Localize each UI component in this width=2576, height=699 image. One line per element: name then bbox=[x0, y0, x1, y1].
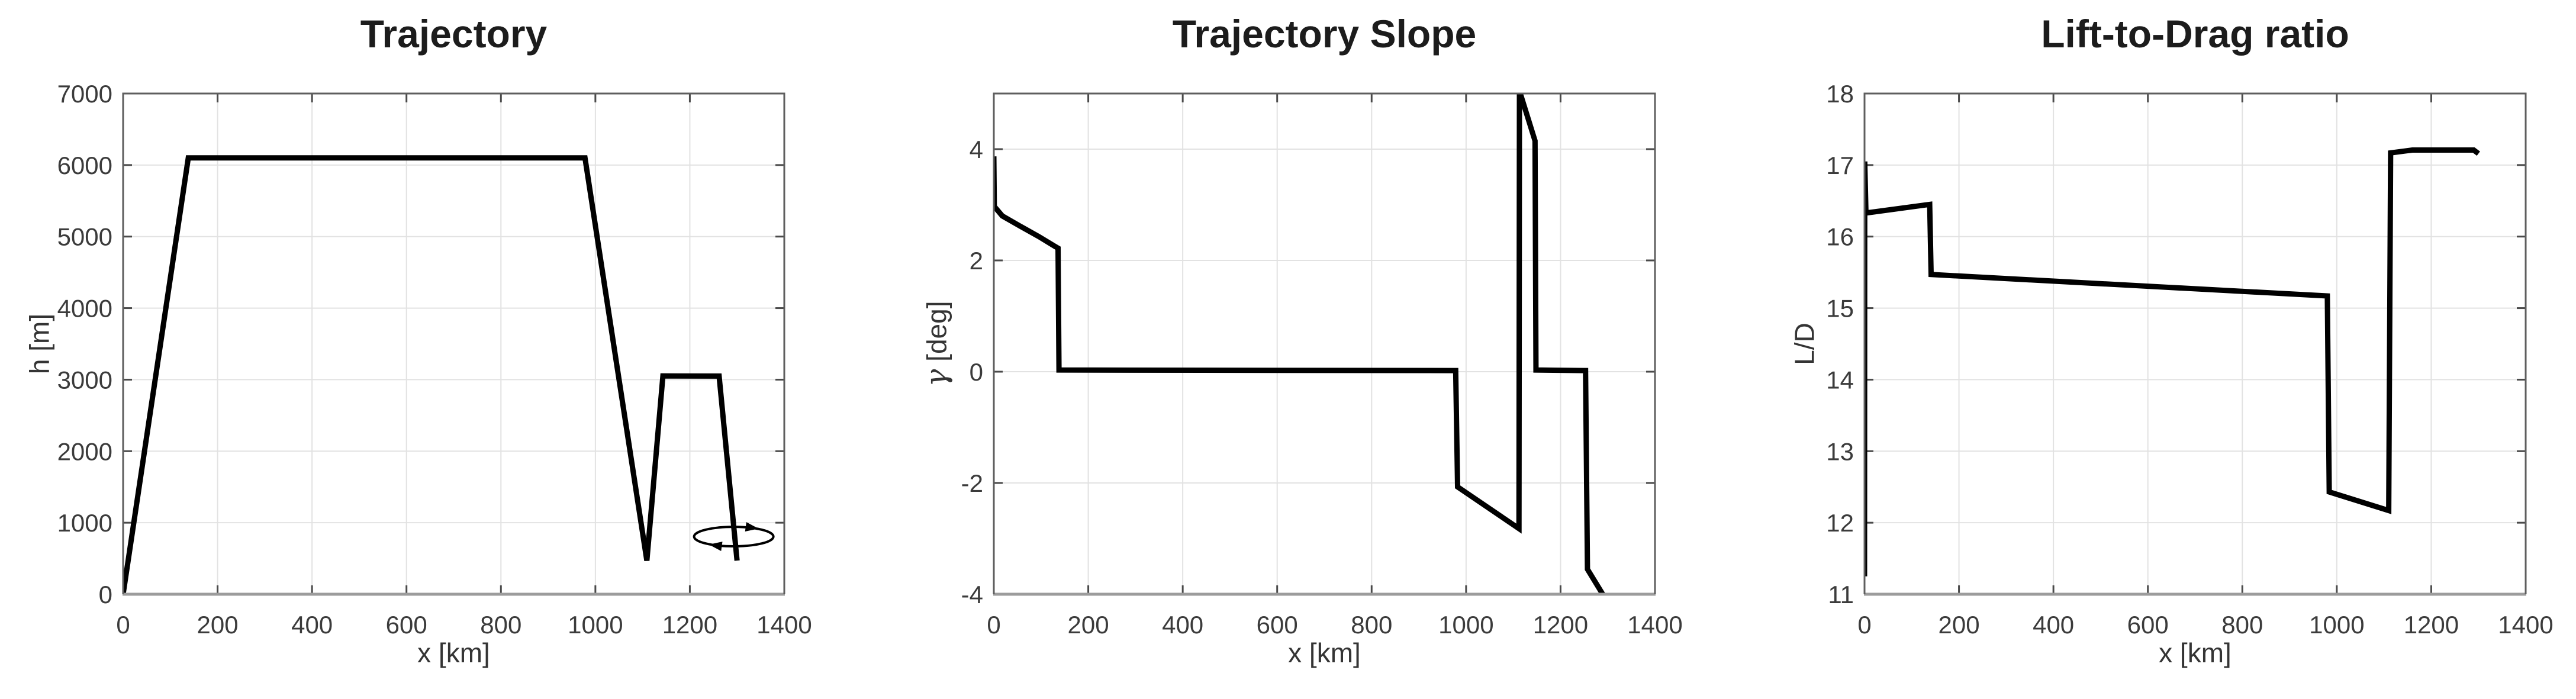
chart-panel-lift-to-drag: 0 200 400 600 800 1000 1200 1400 11 12 13 14 15 16 17 1… bbox=[1717, 0, 2576, 699]
svg-text:600: 600 bbox=[1257, 611, 1298, 639]
svg-text:3000: 3000 bbox=[57, 366, 112, 394]
svg-text:0: 0 bbox=[116, 611, 130, 639]
svg-text:200: 200 bbox=[1068, 611, 1109, 639]
svg-text:200: 200 bbox=[197, 611, 239, 639]
lift-to-drag-plot-area: 0 200 400 600 800 1000 1200 1400 11 12 13 14 15 16 17 1… bbox=[1826, 80, 2553, 639]
svg-text:7000: 7000 bbox=[57, 80, 112, 108]
svg-text:600: 600 bbox=[386, 611, 427, 639]
trajectory-slope-plot-area: 0 200 400 600 800 1000 1200 1400 -4 -2 0 2 4 bbox=[961, 92, 1683, 639]
svg-text:400: 400 bbox=[291, 611, 333, 639]
trajectory-plot-area: 0 200 400 600 800 1000 1200 1400 0 1000 2000 3000 40… bbox=[57, 80, 812, 639]
y-axis-label: h [m] bbox=[24, 314, 55, 374]
svg-text:1200: 1200 bbox=[2404, 611, 2459, 639]
svg-text:13: 13 bbox=[1826, 437, 1854, 465]
chart-panel-trajectory-slope: 0 200 400 600 800 1000 1200 1400 -4 -2 0 2 4 Traject… bbox=[859, 0, 1717, 699]
svg-text:1000: 1000 bbox=[1438, 611, 1493, 639]
svg-text:5000: 5000 bbox=[57, 223, 112, 251]
y-axis-label-text: L/D bbox=[1789, 323, 1820, 365]
y-axis-label: L/D bbox=[1789, 323, 1820, 365]
svg-text:1200: 1200 bbox=[1533, 611, 1588, 639]
svg-text:4000: 4000 bbox=[57, 295, 112, 323]
svg-text:16: 16 bbox=[1826, 223, 1854, 251]
svg-text:15: 15 bbox=[1826, 295, 1854, 323]
svg-text:1000: 1000 bbox=[2309, 611, 2364, 639]
svg-text:14: 14 bbox=[1826, 366, 1854, 394]
svg-text:1000: 1000 bbox=[57, 509, 112, 537]
svg-text:800: 800 bbox=[480, 611, 521, 639]
chart-panel-trajectory: 0 200 400 600 800 1000 1200 1400 0 1000 2000 3000 40… bbox=[0, 0, 859, 699]
svg-text:400: 400 bbox=[1162, 611, 1203, 639]
x-axis-label: x [km] bbox=[417, 637, 490, 668]
svg-text:1400: 1400 bbox=[1627, 611, 1682, 639]
svg-text:11: 11 bbox=[1828, 581, 1854, 608]
svg-text:-4: -4 bbox=[961, 581, 983, 608]
svg-text:0: 0 bbox=[970, 358, 983, 386]
svg-text:1200: 1200 bbox=[662, 611, 717, 639]
x-axis-label: x [km] bbox=[1288, 637, 1361, 668]
svg-text:4: 4 bbox=[970, 136, 983, 163]
svg-text:600: 600 bbox=[2127, 611, 2169, 639]
svg-text:2: 2 bbox=[970, 247, 983, 275]
y-axis-label-text: h [m] bbox=[24, 313, 55, 375]
svg-text:0: 0 bbox=[99, 581, 112, 608]
svg-text:800: 800 bbox=[2221, 611, 2263, 639]
svg-text:12: 12 bbox=[1826, 509, 1854, 537]
svg-text:18: 18 bbox=[1826, 80, 1854, 108]
chart-title: Trajectory bbox=[360, 12, 548, 56]
svg-text:6000: 6000 bbox=[57, 152, 112, 179]
svg-text:1000: 1000 bbox=[568, 611, 623, 639]
y-axis-label: γ [deg] bbox=[919, 301, 954, 387]
svg-text:400: 400 bbox=[2033, 611, 2074, 639]
chart-title: Trajectory Slope bbox=[1172, 12, 1477, 56]
svg-text:0: 0 bbox=[1857, 611, 1871, 639]
svg-text:0: 0 bbox=[987, 611, 1000, 639]
svg-text:-2: -2 bbox=[961, 469, 983, 497]
x-axis-label: x [km] bbox=[2159, 637, 2232, 668]
gamma-symbol: γ bbox=[919, 369, 954, 387]
svg-text:17: 17 bbox=[1826, 152, 1854, 179]
svg-text:200: 200 bbox=[1939, 611, 1980, 639]
y-axis-label-text: [deg] bbox=[921, 301, 952, 369]
svg-text:800: 800 bbox=[1351, 611, 1392, 639]
svg-text:1400: 1400 bbox=[2498, 611, 2553, 639]
svg-text:2000: 2000 bbox=[57, 437, 112, 465]
svg-text:1400: 1400 bbox=[756, 611, 812, 639]
chart-title: Lift-to-Drag ratio bbox=[2041, 12, 2349, 56]
